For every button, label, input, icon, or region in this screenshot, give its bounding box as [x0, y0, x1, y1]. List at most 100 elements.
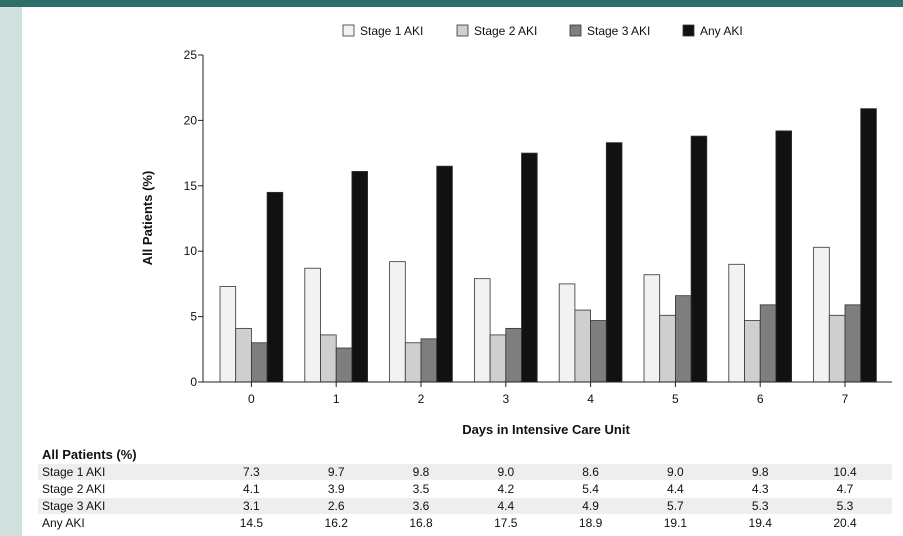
bar-any-aki-day-0 — [266, 191, 284, 383]
table-row-label: Any AKI — [42, 516, 85, 530]
bar-stage-2-aki-day-7 — [828, 314, 846, 383]
figure-panel — [22, 7, 903, 536]
top-accent-bar — [0, 0, 903, 7]
x-tick-label: 7 — [842, 392, 849, 406]
table-row-shading — [38, 498, 892, 514]
bar-cluster-day-3 — [473, 152, 538, 383]
bar-cluster-day-0 — [219, 191, 284, 383]
table-cell: 10.4 — [833, 465, 857, 479]
bar-stage-3-aki-day-6 — [759, 304, 777, 383]
table-row-shading — [38, 464, 892, 480]
y-tick-label: 20 — [184, 113, 198, 127]
table-cell: 17.5 — [494, 516, 518, 530]
bar-stage-3-aki-day-7 — [844, 304, 862, 383]
bar-stage-3-aki-day-2 — [420, 338, 438, 383]
bar-cluster-day-6 — [728, 130, 793, 383]
bar-stage-1-aki-day-7 — [813, 246, 830, 383]
x-tick-label: 4 — [587, 392, 594, 406]
table-cell: 5.3 — [837, 499, 854, 513]
table-cell: 9.0 — [667, 465, 684, 479]
bar-any-aki-day-3 — [521, 152, 538, 383]
table-cell: 8.6 — [582, 465, 599, 479]
x-tick-label: 5 — [672, 392, 679, 406]
table-cell: 4.1 — [243, 482, 260, 496]
table-cell: 9.0 — [497, 465, 514, 479]
table-cell: 5.3 — [752, 499, 769, 513]
table-cell: 9.7 — [328, 465, 345, 479]
table-cell: 18.9 — [579, 516, 603, 530]
bar-any-aki-day-4 — [605, 142, 623, 383]
table-row-stage-2-aki: Stage 2 AKI 4.1 3.9 3.5 4.2 5.4 4.4 4.3 4.7 — [42, 482, 854, 496]
legend-swatch — [569, 24, 582, 37]
x-tick-label: 3 — [502, 392, 509, 406]
bar-stage-2-aki-day-4 — [574, 309, 592, 383]
table-cell: 16.8 — [409, 516, 433, 530]
table-cell: 9.8 — [752, 465, 769, 479]
bar-cluster-day-7 — [813, 108, 877, 383]
legend-label: Any AKI — [700, 24, 743, 38]
bar-stage-1-aki-day-6 — [728, 263, 745, 383]
bar-cluster-day-2 — [389, 165, 453, 383]
x-axis-title: Days in Intensive Care Unit — [462, 422, 630, 437]
chart-legend: Stage 1 AKI Stage 2 AKI Stage 3 AKI Any AKI — [342, 24, 743, 38]
bar-cluster-day-1 — [304, 171, 368, 383]
bar-stage-1-aki-day-4 — [558, 283, 576, 383]
bar-stage-3-aki-day-4 — [590, 320, 607, 383]
legend-item-stage-3-aki: Stage 3 AKI — [569, 24, 650, 38]
legend-swatch — [682, 24, 695, 37]
table-cell: 9.8 — [413, 465, 430, 479]
table-row-label: Stage 2 AKI — [42, 482, 105, 496]
table-cell: 16.2 — [325, 516, 349, 530]
table-cell: 2.6 — [328, 499, 345, 513]
table-row-stage-3-aki: Stage 3 AKI 3.1 2.6 3.6 4.4 4.9 5.7 5.3 5.3 — [38, 498, 892, 514]
legend-label: Stage 3 AKI — [587, 24, 650, 38]
table-row-any-aki: Any AKI 14.5 16.2 16.8 17.5 18.9 19.1 19.4 20.4 — [42, 516, 857, 530]
bar-stage-2-aki-day-3 — [489, 334, 507, 383]
table-cell: 19.4 — [749, 516, 773, 530]
legend-item-stage-2-aki: Stage 2 AKI — [456, 24, 537, 38]
x-tick-label: 0 — [248, 392, 255, 406]
table-cell: 4.9 — [582, 499, 599, 513]
legend-item-any-aki: Any AKI — [682, 24, 743, 38]
bar-cluster-day-4 — [558, 142, 623, 383]
table-cell: 3.6 — [413, 499, 430, 513]
bar-stage-2-aki-day-1 — [320, 334, 337, 383]
table-cell: 4.2 — [497, 482, 514, 496]
bar-any-aki-day-6 — [775, 130, 793, 383]
bar-stage-1-aki-day-1 — [304, 267, 321, 383]
y-axis-title: All Patients (%) — [140, 171, 155, 266]
bar-stage-1-aki-day-2 — [389, 261, 406, 383]
table-cell: 5.4 — [582, 482, 599, 496]
table-cell: 14.5 — [240, 516, 264, 530]
y-axis: 0 5 10 15 20 25 — [184, 48, 204, 389]
bar-group — [219, 108, 877, 383]
legend-swatch — [456, 24, 469, 37]
bar-stage-2-aki-day-2 — [404, 342, 422, 383]
bar-stage-3-aki-day-1 — [335, 347, 353, 383]
table-row-label: Stage 3 AKI — [42, 499, 105, 513]
table-cell: 4.3 — [752, 482, 769, 496]
legend-item-stage-1-aki: Stage 1 AKI — [342, 24, 423, 38]
table-cell: 4.4 — [497, 499, 514, 513]
bar-stage-3-aki-day-0 — [250, 342, 268, 383]
bar-any-aki-day-5 — [690, 135, 708, 383]
bar-any-aki-day-7 — [860, 108, 877, 383]
x-tick-label: 6 — [757, 392, 764, 406]
bar-cluster-day-5 — [643, 135, 708, 383]
y-tick-label: 15 — [184, 179, 198, 193]
x-tick-label: 1 — [333, 392, 340, 406]
table-cell: 3.9 — [328, 482, 345, 496]
bar-stage-2-aki-day-5 — [659, 314, 676, 383]
table-cell: 4.4 — [667, 482, 684, 496]
bar-stage-1-aki-day-3 — [473, 278, 491, 383]
bar-any-aki-day-1 — [351, 171, 368, 383]
legend-label: Stage 2 AKI — [474, 24, 537, 38]
legend-label: Stage 1 AKI — [360, 24, 423, 38]
y-tick-label: 25 — [184, 48, 198, 62]
legend-swatch — [342, 24, 355, 37]
y-tick-label: 5 — [190, 310, 197, 324]
bar-stage-1-aki-day-0 — [219, 286, 237, 383]
bar-stage-3-aki-day-5 — [675, 295, 692, 383]
data-table: All Patients (%) Stage 1 AKI 7.3 9.7 9.8 9.0… — [38, 447, 892, 530]
